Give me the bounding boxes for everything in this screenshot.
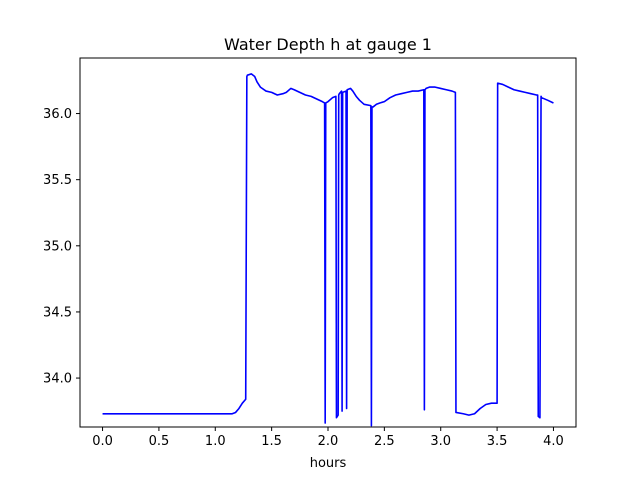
- y-tick-label: 34.0: [43, 372, 72, 387]
- plot-area: [80, 58, 576, 427]
- x-tick-label: 2.5: [374, 434, 395, 449]
- x-tick-label: 3.5: [487, 434, 508, 449]
- x-tick-label: 2.0: [318, 434, 339, 449]
- y-tick-label: 35.5: [43, 173, 72, 188]
- x-tick-label: 3.0: [430, 434, 451, 449]
- x-axis-label: hours: [310, 456, 347, 471]
- x-tick-label: 0.5: [149, 434, 170, 449]
- y-tick-label: 35.0: [43, 239, 72, 254]
- x-tick-label: 4.0: [543, 434, 564, 449]
- y-axis: 34.0 34.5 35.0 35.5 36.0: [43, 107, 80, 387]
- chart-title: Water Depth h at gauge 1: [224, 35, 432, 54]
- line-series-layer: [102, 73, 554, 427]
- x-tick-label: 0.0: [92, 434, 113, 449]
- y-tick-label: 36.0: [43, 107, 72, 122]
- x-axis: 0.0 0.5 1.0 1.5 2.0 2.5 3.0 3.5 4.0: [92, 427, 564, 449]
- x-tick-label: 1.5: [261, 434, 282, 449]
- x-tick-label: 1.0: [205, 434, 226, 449]
- series-line: [102, 73, 554, 427]
- y-tick-label: 34.5: [43, 305, 72, 320]
